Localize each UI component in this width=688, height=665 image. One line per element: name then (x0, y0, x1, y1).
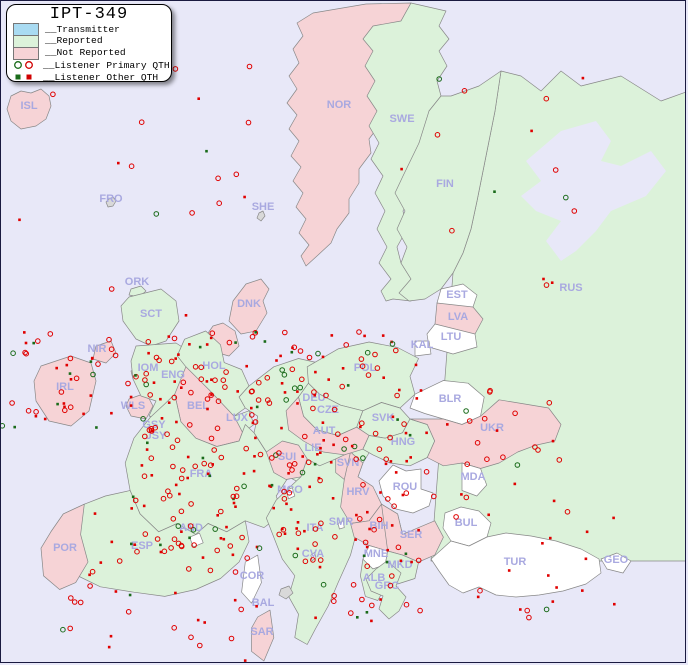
svg-text:HRV: HRV (346, 486, 370, 498)
svg-text:CZE: CZE (317, 404, 339, 416)
svg-text:ENG: ENG (161, 369, 185, 381)
svg-text:NIR: NIR (88, 343, 107, 355)
svg-text:JSY: JSY (146, 430, 167, 442)
svg-text:DEU: DEU (302, 392, 325, 404)
svg-text:FIN: FIN (436, 178, 454, 190)
svg-text:SHE: SHE (252, 201, 275, 213)
svg-text:NOR: NOR (327, 99, 352, 111)
svg-text:ITA: ITA (307, 522, 324, 534)
svg-text:EST: EST (446, 289, 468, 301)
svg-text:LIE: LIE (304, 442, 321, 454)
svg-text:SVK: SVK (372, 412, 395, 424)
svg-text:FRO: FRO (99, 193, 123, 205)
svg-text:TUR: TUR (504, 556, 527, 568)
svg-text:HNG: HNG (391, 436, 415, 448)
svg-text:GRC: GRC (375, 580, 400, 592)
svg-text:BLR: BLR (439, 393, 462, 405)
svg-text:GEO: GEO (604, 554, 629, 566)
svg-text:LVA: LVA (448, 311, 468, 323)
svg-text:DNK: DNK (237, 298, 261, 310)
svg-text:COR: COR (240, 570, 265, 582)
svg-text:UKR: UKR (480, 422, 504, 434)
svg-text:SAR: SAR (250, 626, 273, 638)
svg-text:RUS: RUS (559, 282, 582, 294)
svg-text:POL: POL (354, 362, 377, 374)
svg-text:SVN: SVN (337, 457, 360, 469)
svg-text:SUI: SUI (278, 451, 296, 463)
svg-text:LTU: LTU (441, 331, 462, 343)
svg-text:SWE: SWE (389, 113, 414, 125)
svg-text:MCO: MCO (277, 484, 303, 496)
svg-text:MNE: MNE (364, 548, 388, 560)
svg-text:BAL: BAL (252, 597, 275, 609)
svg-text:POR: POR (53, 542, 77, 554)
svg-text:AUT: AUT (313, 425, 336, 437)
svg-text:LUX: LUX (226, 412, 249, 424)
svg-text:SMR: SMR (329, 516, 354, 528)
svg-text:BEL: BEL (187, 400, 209, 412)
svg-text:WLS: WLS (121, 400, 145, 412)
svg-text:MDA: MDA (460, 471, 485, 483)
svg-text:HOL: HOL (202, 360, 226, 372)
svg-text:ORK: ORK (125, 276, 150, 288)
svg-text:ISL: ISL (20, 100, 37, 112)
svg-text:SCT: SCT (140, 308, 162, 320)
svg-text:KAL: KAL (411, 339, 434, 351)
